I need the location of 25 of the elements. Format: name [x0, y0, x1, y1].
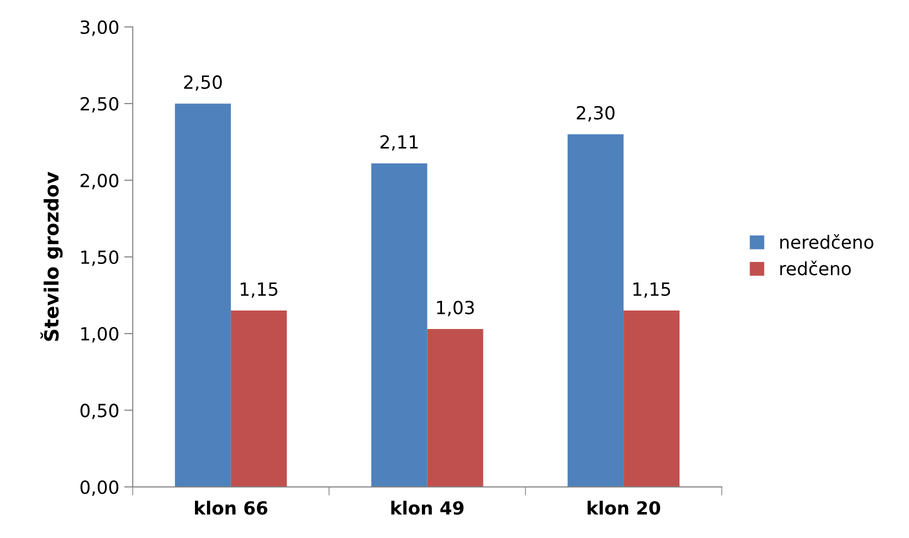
data-label: 1,15: [633, 282, 670, 298]
legend-label: neredčeno: [780, 234, 874, 249]
y-tick-label: 2,50: [80, 97, 118, 113]
data-label: 2,30: [576, 106, 614, 122]
data-label: 2,11: [380, 135, 418, 151]
x-tick-label: klon 49: [391, 500, 464, 515]
data-label: 1,03: [437, 300, 474, 316]
y-tick-label: 1,50: [81, 250, 118, 266]
legend-label: redčeno: [780, 260, 851, 276]
bar: [174, 104, 231, 487]
y-tick-label: 0,50: [80, 404, 118, 420]
data-label: 1,15: [240, 282, 278, 298]
bar: [230, 310, 287, 487]
y-tick-label: 2,00: [80, 174, 118, 190]
data-label: 2,50: [184, 75, 222, 91]
bar: [427, 328, 484, 487]
y-axis-title: Število grozdov: [40, 172, 63, 341]
y-tick-label: 0,00: [80, 480, 118, 496]
bar: [371, 163, 428, 487]
x-tick-label: klon 20: [588, 500, 660, 515]
y-tick-label: 3,00: [80, 20, 118, 36]
y-tick-label: 1,00: [81, 327, 118, 343]
bar: [624, 310, 680, 487]
bar: [568, 134, 624, 487]
x-tick-label: klon 66: [194, 500, 268, 515]
